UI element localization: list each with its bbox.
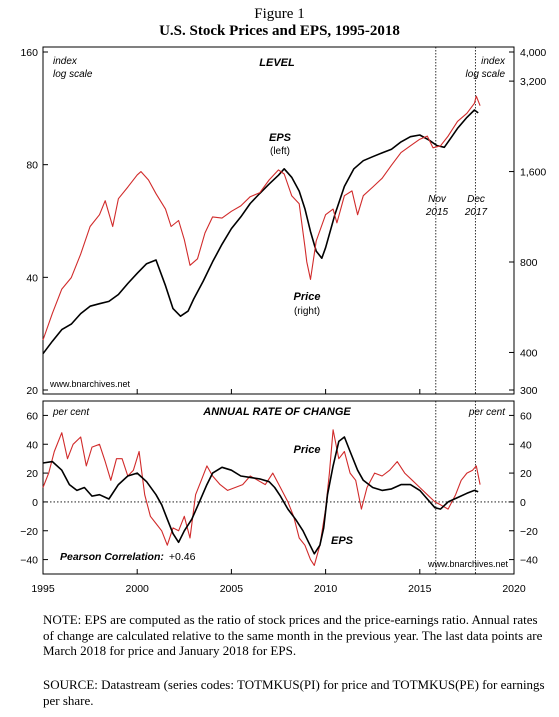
annotation-nov-year: 2015: [425, 207, 449, 218]
left-tick-label: 80: [26, 160, 38, 172]
change-watermark: www.bnarchives.net: [427, 559, 509, 569]
right-tick-label: 300: [520, 385, 538, 397]
note-text: NOTE: EPS are computed as the ratio of s…: [43, 612, 543, 658]
change-left-tick-label: 20: [26, 468, 38, 480]
change-eps-label: EPS: [331, 535, 354, 547]
change-right-tick-label: 20: [520, 468, 532, 480]
level-left-axis-note-2: log scale: [53, 69, 93, 80]
change-left-tick-label: 0: [32, 497, 38, 509]
change-left-tick-label: 60: [26, 410, 38, 422]
right-tick-label: 1,600: [520, 167, 546, 179]
correlation-value: +0.46: [169, 551, 196, 563]
x-tick-label: 2010: [314, 583, 338, 595]
change-left-tick-label: −20: [20, 526, 38, 538]
change-panel-title: ANNUAL RATE OF CHANGE: [202, 406, 351, 418]
change-series-eps-line: [42, 436, 479, 555]
change-left-axis-note: per cent: [52, 407, 90, 418]
correlation-text: Pearson Correlation:: [60, 551, 164, 563]
correlation-label: Pearson Correlation: +0.46: [60, 551, 196, 563]
change-right-axis-note: per cent: [468, 407, 506, 418]
price-series-label: Price: [294, 291, 321, 303]
x-tick-label: 2000: [126, 583, 150, 595]
change-right-tick-label: −20: [520, 526, 538, 538]
change-right-tick-label: 60: [520, 410, 532, 422]
left-tick-label: 20: [26, 385, 38, 397]
annotation-nov-label: Nov: [428, 194, 447, 205]
right-tick-label: 4,000: [520, 47, 546, 59]
source-text: SOURCE: Datastream (series codes: TOTMKU…: [43, 677, 545, 708]
figure-title: U.S. Stock Prices and EPS, 1995-2018: [159, 23, 400, 39]
change-right-tick-label: 0: [520, 497, 526, 509]
left-tick-label: 160: [20, 47, 38, 59]
right-tick-label: 800: [520, 257, 538, 269]
price-series-sublabel: (right): [294, 306, 320, 317]
x-tick-label: 2015: [408, 583, 432, 595]
change-left-tick-label: 40: [26, 439, 38, 451]
level-panel-title: LEVEL: [259, 57, 295, 69]
level-left-axis-note-1: index: [53, 56, 78, 67]
x-tick-label: 2020: [502, 583, 526, 595]
level-right-axis-note-1: index: [481, 56, 506, 67]
eps-series-sublabel: (left): [270, 146, 290, 157]
level-right-axis-note-2: log scale: [466, 69, 506, 80]
x-tick-label: 2005: [220, 583, 244, 595]
right-tick-label: 3,200: [520, 76, 546, 88]
annotation-dec-label: Dec: [467, 194, 485, 205]
change-series-price-line: [42, 429, 481, 566]
change-price-label: Price: [294, 444, 321, 456]
change-right-tick-label: −40: [520, 555, 538, 567]
level-watermark: www.bnarchives.net: [49, 379, 131, 389]
eps-series-label: EPS: [269, 132, 292, 144]
level-series-eps-line: [42, 109, 479, 355]
change-right-tick-label: 40: [520, 439, 532, 451]
x-tick-label: 1995: [31, 583, 55, 595]
level-series-price-line: [42, 95, 481, 341]
figure-label: Figure 1: [254, 6, 305, 22]
change-frame: [42, 400, 515, 575]
level-frame: [42, 46, 515, 395]
right-tick-label: 400: [520, 347, 538, 359]
annotation-dec-year: 2017: [464, 207, 488, 218]
left-tick-label: 40: [26, 272, 38, 284]
change-left-tick-label: −40: [20, 555, 38, 567]
